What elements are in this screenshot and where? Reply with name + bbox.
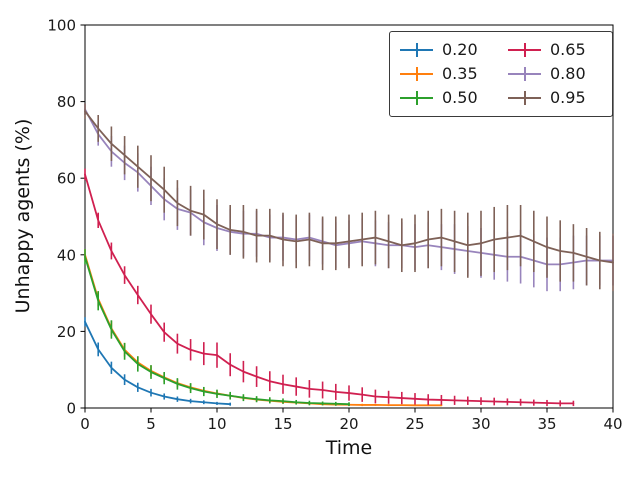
x-tick-label: 35 [537,415,556,433]
legend-label: 0.95 [550,88,586,107]
x-axis-label: Time [325,437,373,459]
x-tick-label: 10 [207,415,226,433]
legend-item-0.65: 0.65 [508,38,602,62]
series-line-0.95 [84,110,614,264]
y-tick-label: 0 [66,400,76,418]
series-line-0.20 [84,320,232,406]
y-tick-label: 60 [57,170,76,188]
x-tick-label: 5 [146,415,156,433]
legend-item-0.80: 0.80 [508,62,602,86]
legend-label: 0.80 [550,64,586,83]
series-line-0.65 [84,173,575,405]
errorbar-marker-icon [508,90,541,106]
legend-label: 0.65 [550,40,586,59]
legend-label: 0.50 [442,88,478,107]
y-tick-label: 40 [57,246,76,264]
legend-item-0.95: 0.95 [508,86,602,110]
series-line-0.50 [84,255,350,406]
legend-label: 0.20 [442,40,478,59]
legend-item-0.35: 0.35 [400,62,494,86]
legend-label: 0.35 [442,64,478,83]
errorbar-marker-icon [400,42,433,58]
errorbar-marker-icon [508,42,541,58]
x-tick-label: 40 [603,415,622,433]
errorbar-marker-icon [508,66,541,82]
errorbar-marker-icon [400,66,433,82]
x-tick-label: 30 [471,415,490,433]
y-tick-label: 80 [57,93,76,111]
legend: 0.20 0.35 0.50 0.65 0.80 0.95 [389,31,613,117]
y-axis-label: Unhappy agents (%) [12,118,34,314]
x-tick-label: 20 [339,415,358,433]
y-tick-label: 20 [57,323,76,341]
x-tick-label: 25 [405,415,424,433]
x-tick-label: 0 [80,415,90,433]
legend-item-0.50: 0.50 [400,86,494,110]
errorbar-marker-icon [400,90,433,106]
x-tick-label: 15 [273,415,292,433]
y-tick-label: 100 [47,17,76,35]
legend-item-0.20: 0.20 [400,38,494,62]
